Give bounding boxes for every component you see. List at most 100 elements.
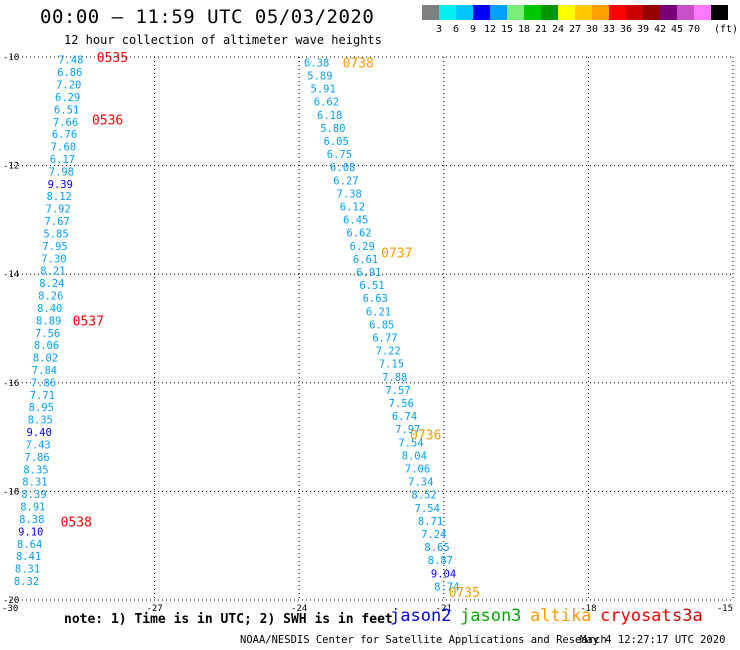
generated-timestamp: May 4 12:27:17 UTC 2020: [580, 634, 726, 646]
wave-height-value: 6.51: [359, 280, 384, 292]
y-tick-label: -20: [3, 596, 19, 606]
x-tick-label: -15: [717, 604, 733, 614]
wave-height-value: 6.05: [324, 136, 349, 148]
colorbar-label: 27: [569, 24, 581, 35]
wave-height-value: 9.04: [431, 568, 456, 580]
wave-height-value: 8.74: [434, 581, 459, 593]
wave-height-value: 6.38: [304, 57, 329, 69]
wave-height-value: 5.89: [307, 71, 332, 83]
wave-height-value: 6.27: [333, 175, 358, 187]
y-tick-label: -18: [3, 487, 19, 497]
legend-cryosat: cryosat: [600, 606, 672, 626]
wave-height-value: 5.91: [311, 84, 336, 96]
colorbar-swatch: [524, 5, 541, 20]
x-tick-label: -27: [146, 604, 162, 614]
wave-height-value: 7.71: [30, 390, 55, 402]
colorbar-swatch: [626, 5, 643, 20]
colorbar-label: 6: [453, 24, 459, 35]
wave-height-value: 8.21: [40, 266, 65, 278]
wave-height-value: 7.43: [25, 439, 50, 451]
colorbar-swatch: [541, 5, 558, 20]
colorbar-label: 30: [586, 24, 598, 35]
colorbar-label: 70: [688, 24, 700, 35]
colorbar-swatch: [609, 5, 626, 20]
colorbar-swatch: [643, 5, 660, 20]
wave-height-value: 5.80: [320, 123, 345, 135]
wave-height-value: 8.04: [402, 450, 427, 462]
colorbar-swatch: [592, 5, 609, 20]
wave-height-value: 7.22: [376, 346, 401, 358]
pass-time-label: 0737: [381, 246, 412, 261]
wave-height-value: 8.40: [37, 303, 62, 315]
x-tick-label: -24: [291, 604, 307, 614]
legend-s3a: s3a: [672, 606, 703, 626]
colorbar-label: 33: [603, 24, 615, 35]
pass-time-label: 0535: [97, 51, 128, 66]
wave-height-value: 7.54: [415, 503, 440, 515]
wave-height-value: 8.89: [36, 315, 61, 327]
colorbar-label: 3: [436, 24, 442, 35]
wave-height-value: 8.65: [424, 542, 449, 554]
colorbar-swatch: [558, 5, 575, 20]
wave-height-value: 7.92: [46, 204, 71, 216]
wave-height-value: 7.06: [405, 464, 430, 476]
colorbar-swatch: [422, 5, 439, 20]
wave-height-value: 7.20: [56, 80, 81, 92]
wave-height-value: 6.61: [353, 254, 378, 266]
colorbar-label: 15: [501, 24, 513, 35]
legend-jason3: jason3: [460, 606, 522, 626]
legend-jason2: jason2: [390, 606, 452, 626]
wave-height-value: 8.41: [16, 551, 41, 563]
colorbar-label: 12: [484, 24, 496, 35]
footer-note: note: 1) Time is in UTC; 2) SWH is in fe…: [64, 612, 393, 627]
colorbar-swatch: [677, 5, 694, 20]
pass-time-label: 0538: [61, 515, 92, 530]
wave-height-value: 6.74: [392, 411, 417, 423]
wave-height-value: 7.56: [389, 398, 414, 410]
wave-height-value: 8.12: [47, 191, 72, 203]
x-tick-label: -21: [436, 604, 452, 614]
pass-time-label: 0537: [73, 314, 104, 329]
colorbar-label: 9: [470, 24, 476, 35]
wave-height-value: 6.17: [50, 154, 75, 166]
colorbar-swatch: [473, 5, 490, 20]
wave-height-value: 7.15: [379, 359, 404, 371]
colorbar-swatch: [711, 5, 728, 20]
wave-height-value: 6.85: [369, 319, 394, 331]
wave-height-value: 8.35: [28, 415, 53, 427]
wave-height-value: 7.86: [31, 377, 56, 389]
wave-height-value: 8.02: [33, 353, 58, 365]
colorbar-label: 18: [518, 24, 530, 35]
page-subtitle: 12 hour collection of altimeter wave hei…: [64, 33, 382, 47]
wave-height-value: 8.06: [34, 340, 59, 352]
wave-height-value: 7.57: [385, 385, 410, 397]
wave-height-value: 7.95: [42, 241, 67, 253]
colorbar-label: 42: [654, 24, 666, 35]
wave-height-value: 7.66: [53, 117, 78, 129]
wave-height-value: 7.97: [395, 424, 420, 436]
wave-height-value: 7.67: [44, 216, 69, 228]
colorbar-swatch: [694, 5, 711, 20]
pass-time-label: 0536: [92, 113, 123, 128]
wave-height-value: 6.91: [356, 267, 381, 279]
wave-height-value: 8.52: [411, 490, 436, 502]
wave-height-value: 6.29: [55, 92, 80, 104]
wave-height-value: 6.77: [372, 333, 397, 345]
colorbar-label: 24: [552, 24, 564, 35]
colorbar-swatch: [439, 5, 456, 20]
wave-height-value: 9.10: [18, 526, 43, 538]
wave-height-value: 7.30: [41, 253, 66, 265]
wave-height-value: 6.63: [363, 293, 388, 305]
legend-altika: altika: [530, 606, 592, 626]
wave-height-value: 8.32: [14, 576, 39, 588]
wave-height-value: 6.51: [54, 104, 79, 116]
wave-height-value: 8.39: [21, 489, 46, 501]
wave-height-value: 8.31: [22, 477, 47, 489]
wave-height-value: 7.24: [421, 529, 446, 541]
wave-height-value: 7.48: [58, 55, 83, 67]
wave-height-value: 6.76: [52, 129, 77, 141]
wave-height-value: 5.85: [43, 228, 68, 240]
x-tick-label: -18: [580, 604, 596, 614]
color-scale-bar: 3 6 9 12 15 18 21 24 27 30 33 36 39 42 45 70 (ft): [422, 5, 738, 35]
